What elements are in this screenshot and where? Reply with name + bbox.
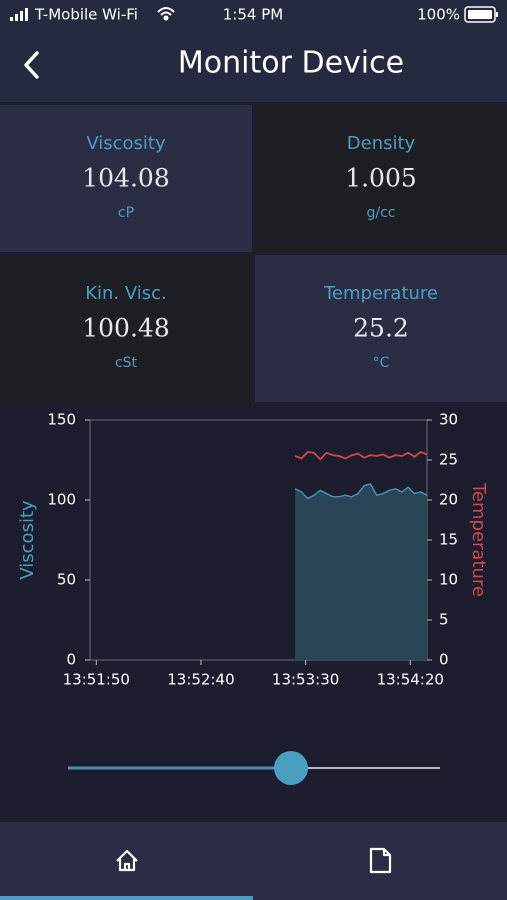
tile — [255, 255, 507, 402]
home-tab[interactable] — [116, 849, 138, 872]
x-tick-label: 13:51:50 — [63, 671, 130, 689]
tiles: Viscosity 104.08 cP Density 1.005 g/cc Kin. Vi… — [0, 105, 507, 402]
y2-tick-label: 5 — [439, 611, 449, 629]
x-tick-label: 13:53:30 — [272, 671, 339, 689]
tile-value: 100.48 — [82, 314, 169, 343]
tile-unit: °C — [373, 355, 390, 371]
header-title: Monitor Device — [178, 46, 404, 81]
y2-tick-label: 30 — [439, 411, 458, 429]
y-tick-label: 50 — [57, 571, 76, 589]
tile-label: Kin. Visc. — [85, 283, 167, 304]
tab-bar — [0, 822, 507, 900]
tile-label: Temperature — [323, 283, 438, 304]
viscosity-area — [295, 484, 427, 660]
y2-tick-label: 20 — [439, 491, 458, 509]
y-tick-label: 100 — [47, 491, 76, 509]
y2-tick-label: 10 — [439, 571, 458, 589]
battery-level: 100% — [417, 6, 460, 24]
back-button[interactable] — [24, 51, 39, 79]
document-tab[interactable] — [369, 847, 392, 874]
temperature-line — [294, 450, 428, 461]
clock: 1:54 PM — [223, 6, 283, 24]
signal-icon — [10, 8, 28, 21]
y2-axis-label: Temperature — [468, 482, 489, 597]
tile — [255, 105, 507, 252]
x-tick-label: 13:52:40 — [167, 671, 234, 689]
carrier: T-Mobile Wi-Fi — [34, 6, 138, 24]
wifi-icon — [157, 7, 175, 21]
x-tick-label: 13:54:20 — [377, 671, 444, 689]
y2-tick-label: 0 — [439, 651, 449, 669]
viscosity-line — [294, 483, 428, 500]
y2-tick-label: 25 — [439, 451, 458, 469]
tile-unit: cSt — [115, 355, 138, 371]
tile — [0, 255, 252, 402]
slider-thumb[interactable] — [274, 751, 308, 785]
tile-unit: cP — [118, 205, 134, 221]
tile-label: Viscosity — [86, 133, 166, 154]
battery-icon — [464, 6, 498, 23]
tile-label: Density — [347, 133, 416, 154]
tile-value: 1.005 — [345, 164, 417, 193]
y2-tick-label: 15 — [439, 531, 458, 549]
header-bg — [0, 0, 507, 102]
tile-value: 104.08 — [82, 164, 169, 193]
y-tick-label: 150 — [47, 411, 76, 429]
tile — [0, 105, 252, 252]
tile-unit: g/cc — [367, 205, 396, 221]
chart: 0 50 100 150 0 5 10 15 20 25 30 13:51:50 13:52:40 13:… — [17, 411, 489, 689]
tile-value: 25.2 — [353, 314, 409, 343]
tab-indicator — [0, 896, 253, 900]
y-tick-label: 0 — [66, 651, 76, 669]
y-axis-label: Viscosity — [17, 500, 38, 580]
slider[interactable] — [68, 751, 440, 785]
